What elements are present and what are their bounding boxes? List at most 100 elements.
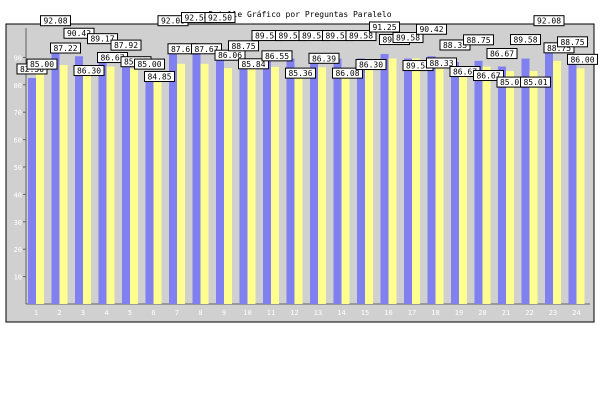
data-label-series-2: 86.30 xyxy=(359,61,383,70)
data-label-series-1: 89.58 xyxy=(255,32,279,41)
bar-series-1 xyxy=(568,60,577,305)
y-tick-label: 10 xyxy=(14,274,22,282)
data-label-series-2-box xyxy=(285,67,316,79)
data-label-series-1-box xyxy=(228,40,259,52)
x-tick-label: 2 xyxy=(57,309,61,317)
data-label-series-1-box xyxy=(392,32,424,44)
data-label-series-2: 85.36 xyxy=(288,69,312,78)
x-tick-label: 1 xyxy=(34,309,38,317)
bar-series-1 xyxy=(122,63,130,305)
x-tick-label: 12 xyxy=(290,309,298,317)
data-label-series-2: 88.33 xyxy=(429,59,453,68)
data-label-series-2-box xyxy=(191,43,222,55)
data-label-series-1-box xyxy=(486,48,518,60)
data-label-series-1: 89.58 xyxy=(396,34,420,43)
data-label-series-2: 86.39 xyxy=(312,54,336,63)
data-label-series-1: 90.42 xyxy=(419,25,443,34)
bar-series-1 xyxy=(545,51,553,304)
data-label-series-2: 85.84 xyxy=(241,60,265,69)
bar-series-1 xyxy=(310,58,318,305)
x-tick-label: 7 xyxy=(175,309,179,317)
data-label-series-2: 86.67 xyxy=(100,54,124,63)
bar-series-2 xyxy=(388,58,397,305)
data-label-series-1: 88.75 xyxy=(466,36,490,45)
x-tick-label: 24 xyxy=(572,309,580,317)
bar-series-1 xyxy=(521,58,530,305)
data-label-series-2: 86.55 xyxy=(265,52,289,61)
bar-series-1 xyxy=(357,58,365,305)
data-label-series-1: 88.75 xyxy=(231,42,255,51)
x-tick-label: 3 xyxy=(81,309,85,317)
data-label-series-2: 85.01 xyxy=(500,78,524,87)
data-label-series-1: 85.00 xyxy=(137,60,161,69)
bar-series-1 xyxy=(333,58,342,305)
data-label-series-1: 89.58 xyxy=(325,32,349,41)
bar-series-1 xyxy=(51,51,60,304)
bar-series-2 xyxy=(59,65,68,304)
bar-series-1 xyxy=(145,71,154,304)
y-tick-label: 40 xyxy=(14,191,22,199)
y-tick-label: 50 xyxy=(14,164,22,172)
data-label-series-2: 87.67 xyxy=(171,45,195,54)
x-tick-label: 11 xyxy=(267,309,275,317)
x-tick-label: 18 xyxy=(431,309,439,317)
x-tick-label: 14 xyxy=(337,309,345,317)
x-tick-label: 15 xyxy=(361,309,369,317)
x-tick-label: 4 xyxy=(104,309,108,317)
x-tick-label: 10 xyxy=(243,309,251,317)
bar-series-2 xyxy=(435,61,444,304)
data-label-series-2-box xyxy=(238,58,269,70)
bar-series-1 xyxy=(404,58,412,305)
data-label-series-2-box xyxy=(144,71,175,83)
y-tick-label: 30 xyxy=(14,219,22,227)
bar-series-2 xyxy=(106,66,115,304)
bar-series-2 xyxy=(271,66,279,304)
x-tick-label: 19 xyxy=(455,309,463,317)
bar-series-2 xyxy=(576,68,585,304)
bar-series-1 xyxy=(263,58,271,305)
x-tick-label: 17 xyxy=(408,309,416,317)
data-label-series-1-box xyxy=(204,12,236,24)
data-label-series-1: 92.08 xyxy=(161,17,185,26)
data-label-series-1: 89.17 xyxy=(90,35,114,44)
data-label-series-1: 88.75 xyxy=(560,38,584,47)
x-tick-label: 16 xyxy=(384,309,392,317)
data-label-series-1: 92.50 xyxy=(184,14,208,23)
data-label-series-2: 86.67 xyxy=(476,72,500,81)
data-label-series-2: 86.00 xyxy=(570,55,594,64)
bar-series-2 xyxy=(294,70,303,304)
data-label-series-1: 92.08 xyxy=(43,17,67,26)
data-label-series-1: 91.25 xyxy=(372,23,396,32)
data-label-series-1-box xyxy=(345,30,377,42)
bar-series-2 xyxy=(153,71,162,304)
bar-series-2 xyxy=(482,66,491,304)
bar-series-1 xyxy=(498,66,506,304)
data-label-series-1-box xyxy=(557,36,588,48)
bar-series-2 xyxy=(506,71,514,304)
data-label-series-2: 88.75 xyxy=(547,44,571,53)
y-tick-label: 60 xyxy=(14,137,22,145)
data-label-series-2: 84.85 xyxy=(147,73,171,82)
x-tick-label: 6 xyxy=(151,309,155,317)
data-label-series-1: 92.08 xyxy=(537,17,561,26)
bar-series-1 xyxy=(28,77,36,304)
x-tick-label: 5 xyxy=(128,309,132,317)
y-tick-label: 70 xyxy=(14,109,22,117)
data-label-series-2-box xyxy=(426,57,457,69)
bar-series-2 xyxy=(83,67,91,305)
data-label-series-1-box xyxy=(510,34,541,46)
bar-series-2 xyxy=(529,71,538,304)
bar-series-1 xyxy=(169,51,177,304)
data-label-series-2: 87.22 xyxy=(53,44,77,53)
bar-series-2 xyxy=(412,58,420,305)
data-label-series-2: 85.01 xyxy=(523,78,547,87)
data-label-series-1: 87.92 xyxy=(114,41,138,50)
bar-series-2 xyxy=(224,68,232,304)
data-label-series-1-box xyxy=(87,33,118,45)
x-tick-label: 23 xyxy=(549,309,557,317)
x-tick-label: 21 xyxy=(502,309,510,317)
bar-series-1 xyxy=(380,53,389,304)
bar-series-2 xyxy=(341,68,350,304)
